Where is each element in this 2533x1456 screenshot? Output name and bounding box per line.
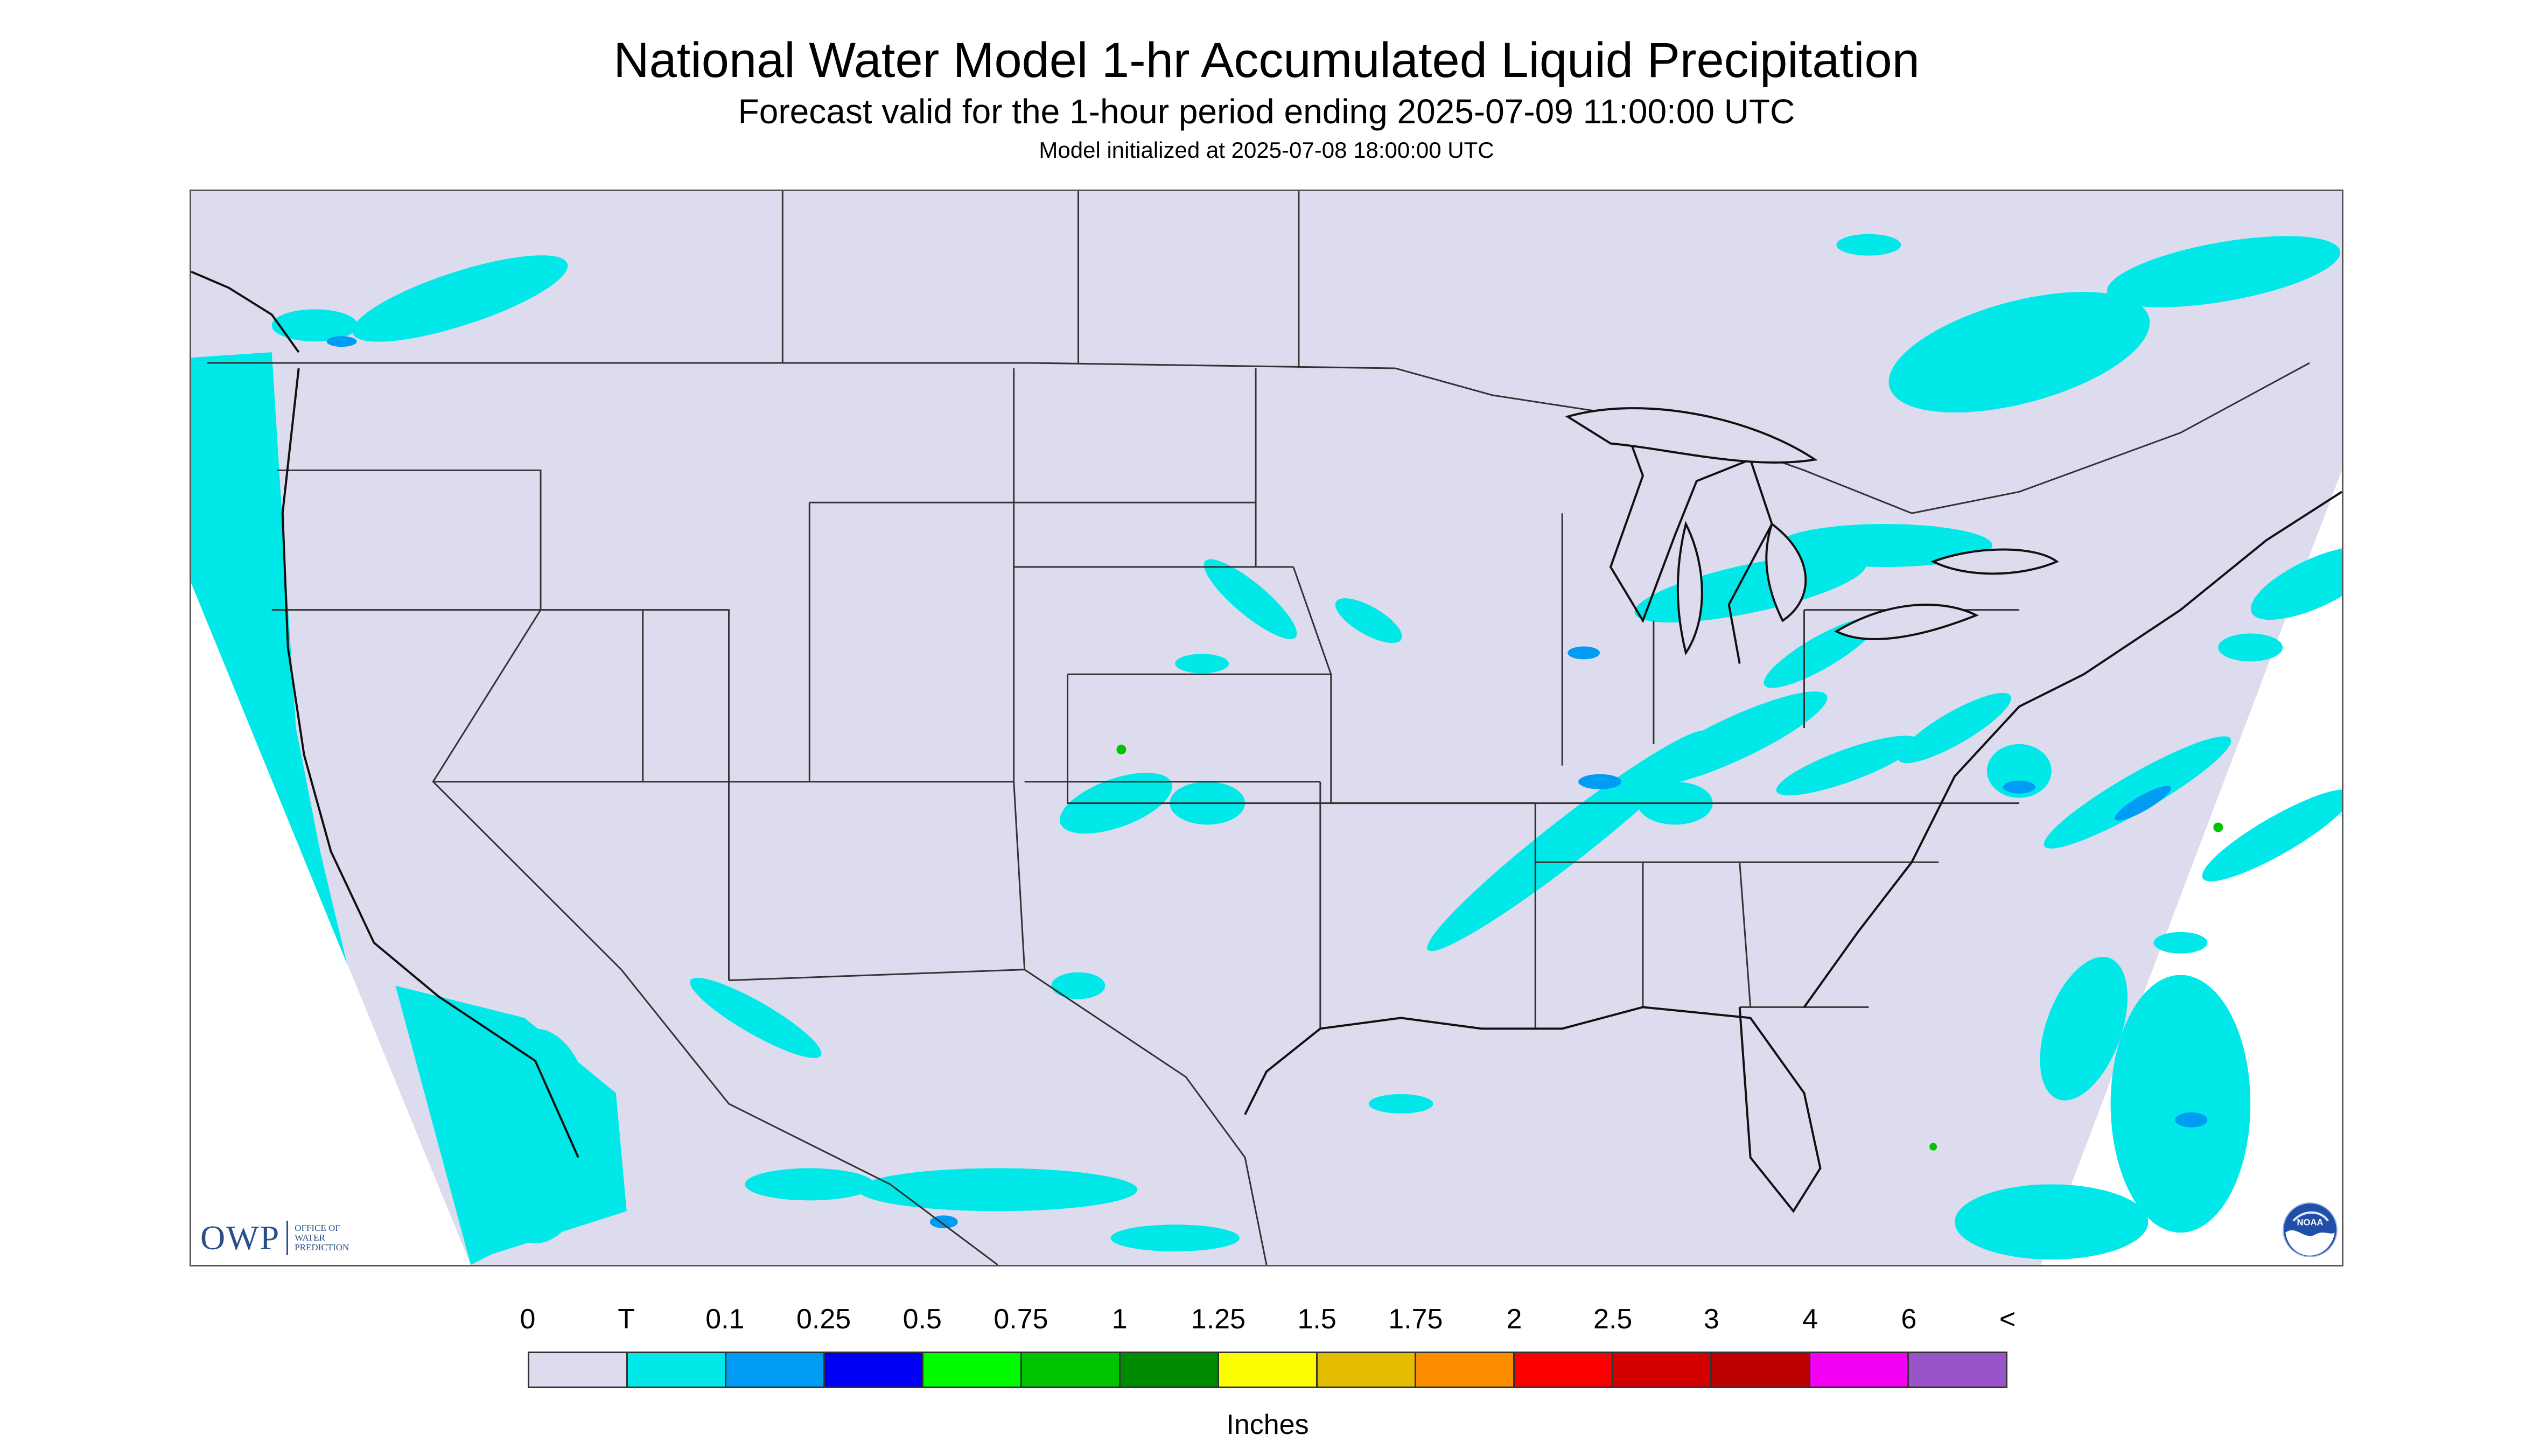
legend-swatches xyxy=(528,1352,2007,1388)
legend: 0 T 0.1 0.25 0.5 0.75 1 1.25 1.5 1.75 2 2.5 3 4 6 < Inc… xyxy=(520,1303,2016,1443)
legend-swatch xyxy=(1613,1353,1712,1387)
owp-logo-line-2: WATER xyxy=(295,1233,325,1243)
noaa-logo-text: NOAA xyxy=(2297,1217,2324,1228)
legend-tick-label: < xyxy=(1999,1304,2016,1335)
legend-tick-label: 2.5 xyxy=(1593,1304,1633,1335)
legend-swatch xyxy=(1219,1353,1318,1387)
legend-tick-label: 1.75 xyxy=(1388,1304,1443,1335)
owp-logo: OWP OFFICE OF WATER PREDICTION xyxy=(200,1218,349,1258)
legend-swatch xyxy=(628,1353,726,1387)
legend-swatch xyxy=(726,1353,825,1387)
legend-tick-label: 1 xyxy=(1111,1304,1128,1335)
legend-tick-label: 0.5 xyxy=(902,1304,942,1335)
boundary-lines xyxy=(207,191,2310,1265)
legend-swatch xyxy=(1416,1353,1515,1387)
legend-tick-label: 0.75 xyxy=(993,1304,1048,1335)
precip-trace-areas xyxy=(191,234,2342,1265)
legend-swatch xyxy=(1515,1353,1613,1387)
legend-swatch xyxy=(1121,1353,1219,1387)
owp-logo-line-1: OFFICE OF xyxy=(295,1223,340,1234)
legend-tick-label: 0.1 xyxy=(705,1304,745,1335)
precipitation-map xyxy=(191,191,2342,1265)
owp-logo-letters: OWP xyxy=(200,1219,281,1257)
legend-swatch xyxy=(1022,1353,1121,1387)
legend-tick-label: 0 xyxy=(520,1304,536,1335)
legend-swatch xyxy=(1909,1353,2006,1387)
legend-tick-label: 1.5 xyxy=(1297,1304,1337,1335)
legend-tick-label: 2 xyxy=(1506,1304,1522,1335)
legend-tick-label: 3 xyxy=(1703,1304,1719,1335)
great-lakes xyxy=(1565,407,2059,656)
owp-logo-divider xyxy=(286,1221,289,1255)
legend-swatch xyxy=(1318,1353,1416,1387)
legend-tick-label: 0.25 xyxy=(796,1304,851,1335)
legend-tick-label: 1.25 xyxy=(1191,1304,1245,1335)
legend-swatch xyxy=(825,1353,923,1387)
map-frame xyxy=(190,190,2343,1266)
legend-swatch xyxy=(529,1353,628,1387)
legend-swatch xyxy=(1712,1353,1810,1387)
legend-swatch xyxy=(1810,1353,1909,1387)
legend-unit-label: Inches xyxy=(1226,1409,1309,1440)
owp-logo-words: OFFICE OF WATER PREDICTION xyxy=(295,1223,349,1252)
map-subtitle: Forecast valid for the 1-hour period end… xyxy=(738,92,1795,131)
legend-swatch xyxy=(923,1353,1022,1387)
legend-tick-label: T xyxy=(618,1304,635,1335)
coastlines xyxy=(191,270,2342,1213)
noaa-logo-icon: NOAA xyxy=(2283,1202,2338,1257)
model-init-line: Model initialized at 2025-07-08 18:00:00… xyxy=(1039,137,1494,163)
legend-tick-label: 4 xyxy=(1802,1304,1818,1335)
map-title: National Water Model 1-hr Accumulated Li… xyxy=(613,33,1920,88)
owp-logo-line-3: PREDICTION xyxy=(295,1242,349,1252)
precip-heavier-spots xyxy=(326,336,2223,1229)
legend-tick-label: 6 xyxy=(1901,1304,1917,1335)
